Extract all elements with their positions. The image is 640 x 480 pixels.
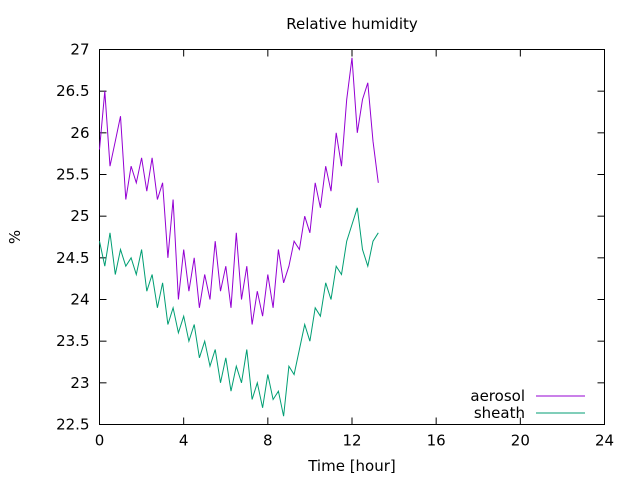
y-tick-label: 25.5 bbox=[56, 166, 89, 184]
y-axis: 22.5 23 23.5 24 24.5 25 25.5 26 26.5 27 bbox=[56, 41, 605, 434]
x-axis: 0 4 8 12 16 20 24 bbox=[95, 49, 614, 450]
x-axis-label: Time [hour] bbox=[307, 457, 396, 475]
series-line-sheath bbox=[99, 207, 379, 417]
y-tick-label: 22.5 bbox=[56, 416, 89, 434]
x-tick-label: 12 bbox=[342, 432, 361, 450]
series-line-aerosol bbox=[99, 57, 379, 325]
y-tick-label: 24.5 bbox=[56, 249, 89, 267]
x-tick-label: 0 bbox=[95, 432, 105, 450]
y-tick-label: 27 bbox=[70, 41, 89, 59]
legend-label-sheath: sheath bbox=[474, 404, 525, 422]
chart-title: Relative humidity bbox=[286, 15, 418, 33]
x-tick-label: 16 bbox=[427, 432, 446, 450]
x-tick-label: 4 bbox=[179, 432, 189, 450]
y-tick-label: 26 bbox=[70, 124, 89, 142]
y-tick-label: 26.5 bbox=[56, 82, 89, 100]
y-axis-label: % bbox=[6, 230, 24, 244]
series-layer bbox=[99, 57, 379, 417]
x-tick-label: 20 bbox=[511, 432, 530, 450]
y-tick-label: 24 bbox=[70, 291, 89, 309]
legend-label-aerosol: aerosol bbox=[470, 387, 525, 405]
x-tick-label: 24 bbox=[595, 432, 614, 450]
x-tick-label: 8 bbox=[263, 432, 273, 450]
y-tick-label: 23.5 bbox=[56, 332, 89, 350]
y-tick-label: 25 bbox=[70, 207, 89, 225]
y-tick-label: 23 bbox=[70, 374, 89, 392]
